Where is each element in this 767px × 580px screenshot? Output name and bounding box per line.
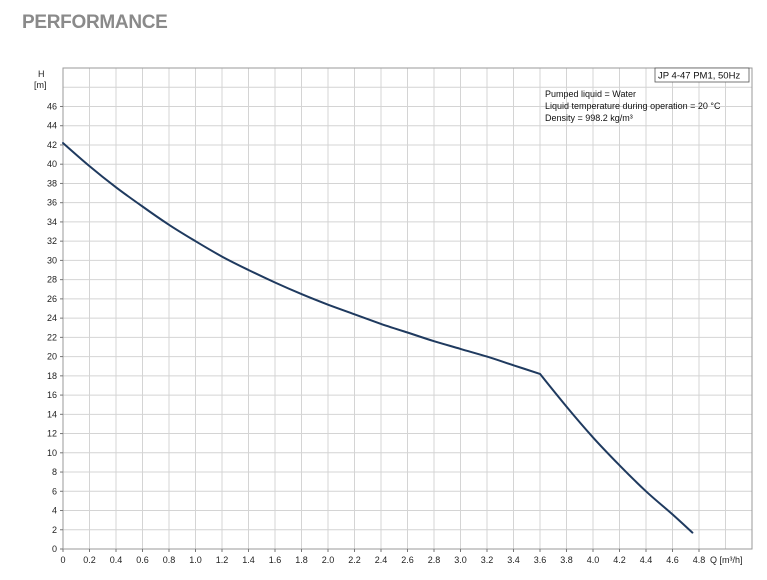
y-tick-label: 2	[52, 525, 57, 535]
x-tick-label: 1.2	[216, 555, 229, 565]
y-tick-label: 12	[47, 429, 57, 439]
y-tick-label: 42	[47, 140, 57, 150]
x-tick-label: 1.4	[242, 555, 255, 565]
x-tick-label: 4.4	[640, 555, 653, 565]
x-tick-label: 0.4	[110, 555, 123, 565]
y-tick-label: 26	[47, 294, 57, 304]
y-tick-label: 32	[47, 236, 57, 246]
x-tick-label: 1.0	[189, 555, 202, 565]
y-tick-label: 46	[47, 101, 57, 111]
y-tick-label: 36	[47, 198, 57, 208]
x-tick-label: 4.6	[666, 555, 679, 565]
x-tick-label: 3.2	[481, 555, 494, 565]
x-tick-label: 4.8	[693, 555, 706, 565]
x-tick-label: 0.2	[83, 555, 96, 565]
y-tick-label: 24	[47, 313, 57, 323]
performance-curve	[62, 142, 694, 534]
y-tick-label: 4	[52, 506, 57, 516]
y-axis-unit: [m]	[34, 80, 47, 90]
y-axis-symbol: H	[38, 69, 45, 79]
y-tick-label: 0	[52, 544, 57, 554]
x-tick-label: 1.6	[269, 555, 282, 565]
x-tick-label: 3.0	[454, 555, 467, 565]
x-tick-label: 2.4	[375, 555, 388, 565]
x-tick-label: 2.2	[348, 555, 361, 565]
y-tick-label: 10	[47, 448, 57, 458]
y-tick-label: 6	[52, 486, 57, 496]
model-label: JP 4-47 PM1, 50Hz	[658, 71, 740, 82]
x-tick-label: 1.8	[295, 555, 308, 565]
x-tick-label: 4.2	[613, 555, 626, 565]
y-tick-label: 34	[47, 217, 57, 227]
y-tick-label: 18	[47, 371, 57, 381]
note-pumped-liquid: Pumped liquid = Water	[545, 89, 636, 99]
y-tick-label: 14	[47, 409, 57, 419]
grid-lines	[63, 68, 752, 549]
x-tick-label: 4.0	[587, 555, 600, 565]
x-axis: 0 0.2 0.4 0.6 0.8 1.0 1.2 1.4 1.6 1.8 2.0 2.2 2.4 2.6…	[60, 549, 705, 565]
x-tick-label: 3.8	[560, 555, 573, 565]
y-tick-label: 22	[47, 332, 57, 342]
note-liquid-temperature: Liquid temperature during operation = 20…	[545, 101, 721, 111]
y-tick-label: 28	[47, 275, 57, 285]
note-density: Density = 998.2 kg/m³	[545, 113, 633, 123]
y-tick-label: 30	[47, 255, 57, 265]
y-axis: 0246810121416182022242628303234363840424…	[47, 101, 63, 554]
y-tick-label: 8	[52, 467, 57, 477]
y-tick-label: 38	[47, 178, 57, 188]
x-tick-label: 2.0	[322, 555, 335, 565]
x-tick-label: 0	[60, 555, 65, 565]
y-tick-label: 16	[47, 390, 57, 400]
page-title: PERFORMANCE	[22, 12, 168, 33]
y-tick-label: 44	[47, 121, 57, 131]
x-axis-label: Q [m³/h]	[710, 555, 743, 565]
x-tick-label: 2.8	[428, 555, 441, 565]
x-tick-label: 0.8	[163, 555, 176, 565]
y-tick-label: 20	[47, 352, 57, 362]
x-tick-label: 3.6	[534, 555, 547, 565]
y-tick-label: 40	[47, 159, 57, 169]
x-tick-label: 2.6	[401, 555, 414, 565]
model-label-box	[654, 67, 750, 83]
x-tick-label: 3.4	[507, 555, 520, 565]
x-tick-label: 0.6	[136, 555, 149, 565]
